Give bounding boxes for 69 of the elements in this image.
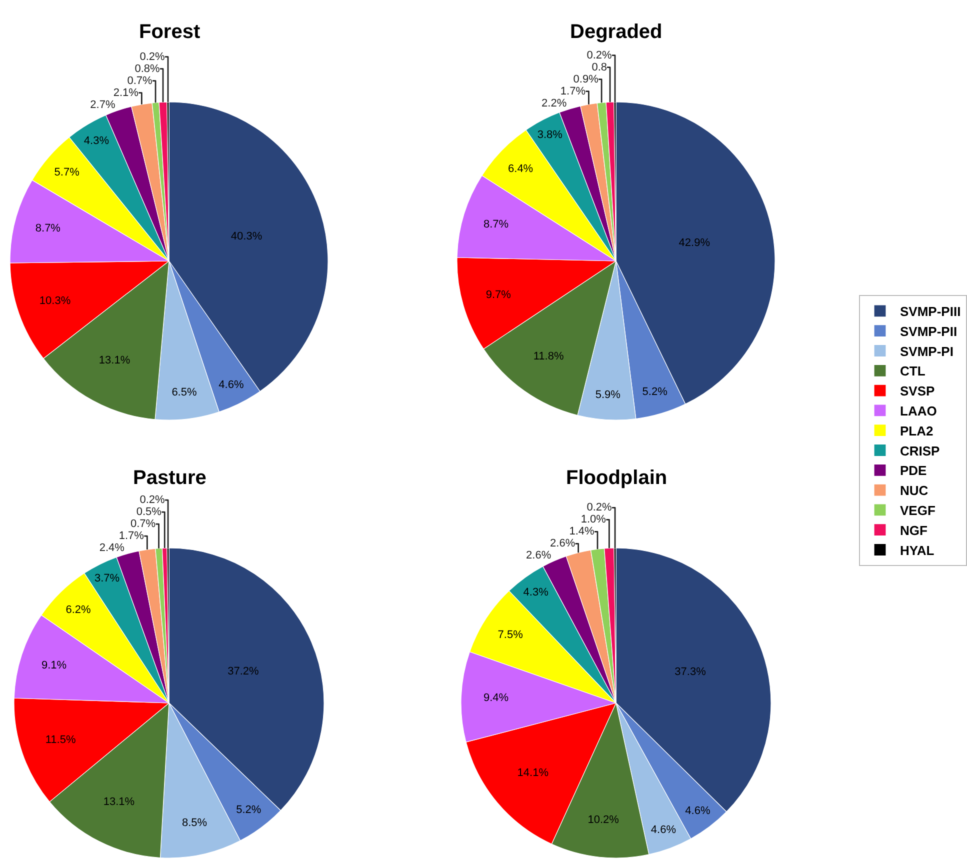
data-label: 4.6% [218, 379, 244, 392]
data-label: 3.8% [537, 129, 563, 142]
data-label: 13.1% [98, 354, 130, 367]
data-label: 0.9% [573, 73, 599, 86]
data-label: 3.7% [94, 572, 120, 585]
data-label: 11.8% [533, 350, 564, 362]
data-label: 9.4% [483, 692, 509, 704]
legend-label: VEGF [900, 503, 936, 518]
legend-label: CRISP [900, 443, 940, 458]
legend-label: PLA2 [900, 423, 934, 438]
data-label: 10.3% [39, 294, 71, 307]
legend-label: CTL [900, 364, 926, 379]
data-label: 2.7% [90, 98, 116, 111]
data-label: 4.3% [84, 135, 110, 148]
chart-title: Forest [139, 21, 200, 43]
data-label: 13.1% [103, 796, 135, 808]
data-label: 10.2% [588, 814, 620, 826]
data-label: 9.1% [41, 659, 67, 672]
data-label: 0.8% [134, 62, 160, 75]
data-label: 42.9% [678, 236, 710, 249]
chart-title: Degraded [570, 21, 662, 43]
data-label: 37.2% [228, 665, 259, 678]
data-label: 7.5% [498, 628, 524, 641]
legend-label: HYAL [900, 542, 934, 558]
data-label: 6.4% [508, 162, 534, 175]
data-label: 0.2% [140, 50, 165, 63]
data-label: 37.3% [674, 666, 706, 678]
data-label: 6.2% [66, 604, 91, 616]
data-label: 2.6% [550, 538, 576, 550]
legend-label: SVSP [900, 384, 936, 399]
data-label: 9.7% [486, 289, 512, 302]
legend-label: NUC [900, 483, 929, 498]
data-label: 0.2% [586, 49, 612, 62]
data-label: 8.7% [35, 222, 61, 235]
data-label: 0.2% [586, 502, 612, 514]
chart-title: Pasture [133, 467, 206, 489]
data-label: 5.7% [54, 166, 80, 179]
data-label: 0.5% [136, 506, 162, 518]
data-label: 5.2% [642, 386, 668, 398]
data-label: 5.2% [236, 804, 262, 816]
legend-label: NGF [900, 522, 928, 538]
data-label: 0.2% [140, 494, 166, 506]
data-label: 8.7% [484, 218, 509, 231]
data-label: 4.6% [685, 804, 710, 817]
data-label: 4.3% [523, 586, 549, 598]
data-label: 1.4% [569, 526, 595, 538]
data-label: 2.2% [542, 97, 567, 110]
data-label: 14.1% [517, 766, 549, 779]
legend-label: LAAO [900, 404, 937, 419]
data-label: 0.7% [127, 74, 153, 87]
data-label: 2.6% [526, 550, 552, 562]
data-label: 0.8 [592, 61, 608, 74]
data-label: 2.1% [113, 86, 139, 99]
data-label: 5.9% [595, 389, 621, 402]
data-label: 4.6% [650, 824, 676, 836]
legend-label: PDE [900, 463, 928, 478]
data-label: 40.3% [230, 230, 262, 243]
data-label: 8.5% [182, 816, 208, 829]
data-label: 0.7% [130, 518, 156, 530]
legend-label: SVMP-PI [900, 344, 954, 359]
data-label: 6.5% [172, 386, 197, 398]
data-label: 11.5% [45, 734, 76, 746]
legend-label: SVMP-PIII [900, 304, 961, 320]
data-label: 1.0% [580, 514, 606, 526]
data-label: 1.7% [560, 85, 586, 98]
data-label: 1.7% [118, 530, 144, 542]
legend-label: SVMP-PII [900, 324, 958, 339]
data-label: 2.4% [99, 542, 125, 554]
chart-title: Floodplain [566, 467, 668, 489]
